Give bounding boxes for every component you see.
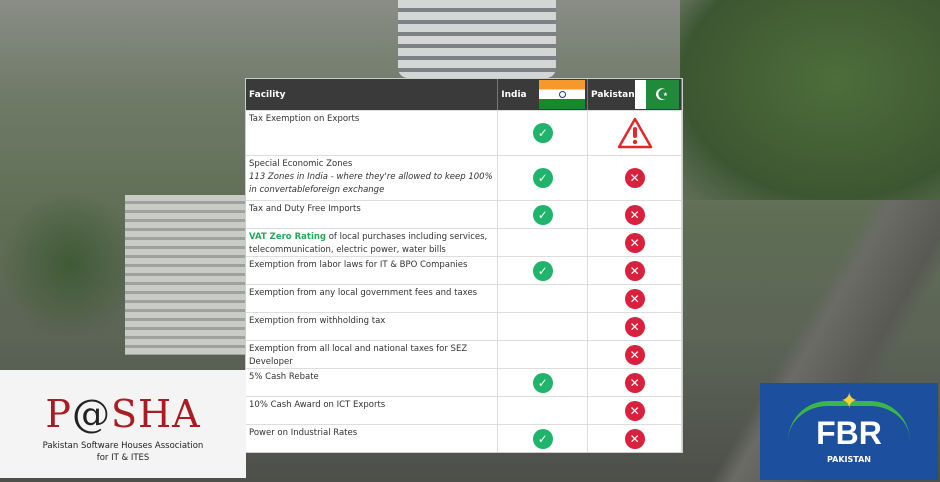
facility-text: Exemption from any local government fees…	[249, 288, 478, 298]
check-icon: ✓	[532, 204, 553, 225]
pakistan-cell: ✕	[588, 341, 682, 368]
table-row: Power on Industrial Rates ✓ ✕	[246, 424, 682, 452]
pakistan-flag-icon: ☪	[634, 80, 679, 109]
fbr-name: FBR	[816, 415, 882, 451]
cross-icon: ✕	[624, 428, 645, 449]
cross-icon: ✕	[624, 400, 645, 421]
cross-icon: ✕	[624, 204, 645, 225]
check-icon: ✓	[532, 260, 553, 281]
india-cell: ✓	[498, 201, 589, 228]
india-flag-icon	[539, 80, 585, 109]
pakistan-cell: ✕	[588, 257, 682, 284]
facility-text: Exemption from all local and national ta…	[249, 344, 468, 367]
pakistan-cell: ✕	[588, 369, 682, 396]
pasha-logo: P@SHA Pakistan Software Houses Associati…	[0, 370, 246, 478]
cross-icon: ✕	[624, 232, 645, 253]
check-icon: ✓	[532, 428, 553, 449]
facility-text: 5% Cash Rebate	[249, 372, 319, 382]
facility-text: 10% Cash Award on ICT Exports	[249, 400, 386, 410]
check-icon: ✓	[532, 123, 553, 143]
pakistan-cell	[588, 111, 682, 155]
facility-cell: Power on Industrial Rates	[246, 425, 499, 452]
cross-icon: ✕	[624, 260, 645, 281]
table-row: Exemption from all local and national ta…	[246, 340, 682, 368]
header-india: India	[498, 79, 588, 110]
warning-icon	[617, 117, 652, 149]
star-icon: ✦	[840, 389, 859, 414]
header-facility: Facility	[246, 79, 499, 110]
india-cell: ✓	[498, 369, 589, 396]
india-cell	[498, 313, 589, 340]
facility-cell: Exemption from any local government fees…	[246, 285, 499, 312]
table-row: Tax Exemption on Exports ✓	[246, 110, 682, 155]
india-cell	[498, 341, 589, 368]
india-cell	[498, 397, 589, 424]
facility-cell: Exemption from labor laws for IT & BPO C…	[246, 257, 499, 284]
header-pakistan: Pakistan ☪	[588, 79, 682, 110]
facility-text: Exemption from withholding tax	[249, 316, 386, 326]
cross-icon: ✕	[624, 288, 645, 309]
table-row: Exemption from withholding tax ✕	[246, 312, 682, 340]
table-row: Exemption from any local government fees…	[246, 284, 682, 312]
header-pakistan-label: Pakistan	[591, 89, 635, 100]
pakistan-cell: ✕	[588, 425, 682, 452]
facility-text: of local purchases including services, t…	[249, 232, 488, 255]
highlight-text: VAT Zero Rating	[249, 232, 326, 242]
comparison-table: Facility India Pakistan ☪ Tax Exemption o…	[245, 78, 683, 453]
cross-icon: ✕	[624, 316, 645, 337]
facility-cell: Tax and Duty Free Imports	[246, 201, 499, 228]
pasha-subtitle-2: for IT & ITES	[96, 453, 150, 463]
facility-cell: Special Economic Zones 113 Zones in India…	[246, 156, 499, 200]
pakistan-cell: ✕	[588, 397, 682, 424]
facility-note: 113 Zones in India - where they're allow…	[249, 172, 493, 195]
fbr-arc-icon	[788, 401, 910, 441]
pasha-logo-mark: P@SHA	[45, 392, 201, 436]
fbr-logo: ✦ FBR PAKISTAN	[760, 383, 938, 480]
india-cell	[498, 229, 589, 256]
india-cell	[498, 285, 589, 312]
facility-cell: Exemption from withholding tax	[246, 313, 499, 340]
pakistan-cell: ✕	[588, 156, 682, 200]
facility-cell: VAT Zero Rating of local purchases inclu…	[246, 229, 499, 256]
check-icon: ✓	[532, 372, 553, 393]
table-row: 5% Cash Rebate ✓ ✕	[246, 368, 682, 396]
facility-text: Exemption from labor laws for IT & BPO C…	[249, 260, 468, 270]
cross-icon: ✕	[624, 168, 645, 188]
facility-text: Tax and Duty Free Imports	[249, 204, 361, 214]
india-cell: ✓	[498, 111, 589, 155]
table-row: 10% Cash Award on ICT Exports ✕	[246, 396, 682, 424]
table-row: Tax and Duty Free Imports ✓ ✕	[246, 200, 682, 228]
facility-text: Tax Exemption on Exports	[249, 114, 360, 124]
india-cell: ✓	[498, 425, 589, 452]
facility-cell: Exemption from all local and national ta…	[246, 341, 499, 368]
facility-cell: 10% Cash Award on ICT Exports	[246, 397, 499, 424]
facility-cell: 5% Cash Rebate	[246, 369, 499, 396]
facility-text: Special Economic Zones	[249, 159, 353, 169]
cross-icon: ✕	[624, 372, 645, 393]
table-row: Exemption from labor laws for IT & BPO C…	[246, 256, 682, 284]
fbr-subtitle: PAKISTAN	[827, 455, 871, 464]
india-cell: ✓	[498, 156, 589, 200]
table-row: Special Economic Zones 113 Zones in India…	[246, 155, 682, 200]
table-row: VAT Zero Rating of local purchases inclu…	[246, 228, 682, 256]
pakistan-cell: ✕	[588, 201, 682, 228]
header-india-label: India	[501, 89, 527, 100]
cross-icon: ✕	[624, 344, 645, 365]
pakistan-cell: ✕	[588, 285, 682, 312]
table-header: Facility India Pakistan ☪	[246, 79, 682, 110]
facility-cell: Tax Exemption on Exports	[246, 111, 499, 155]
check-icon: ✓	[532, 168, 553, 188]
pakistan-cell: ✕	[588, 313, 682, 340]
pakistan-cell: ✕	[588, 229, 682, 256]
india-cell: ✓	[498, 257, 589, 284]
pasha-subtitle-1: Pakistan Software Houses Association	[42, 441, 204, 451]
facility-text: Power on Industrial Rates	[249, 428, 358, 438]
pasha-subtitle: Pakistan Software Houses Association for …	[0, 440, 246, 464]
